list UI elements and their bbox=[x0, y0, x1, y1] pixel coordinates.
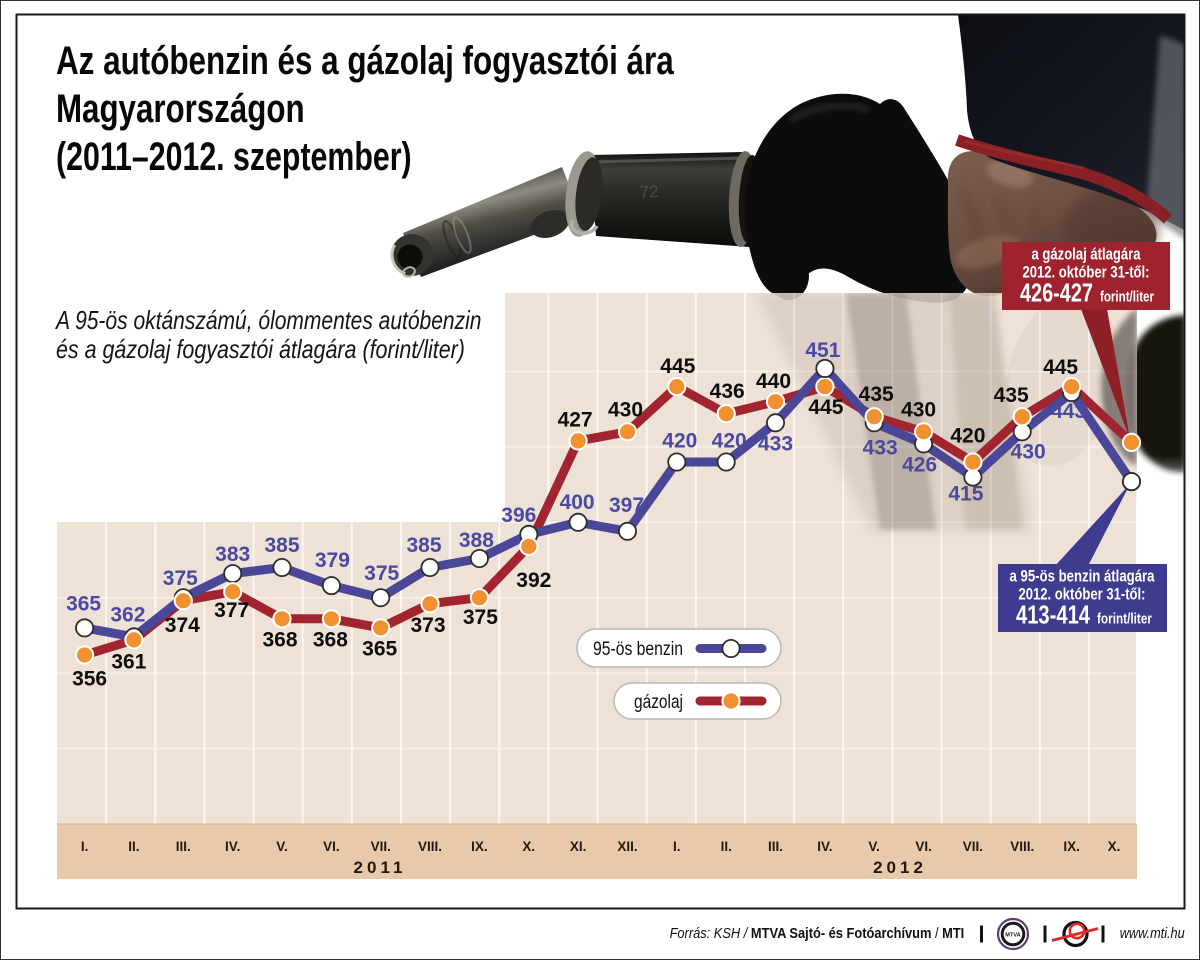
svg-text:II.: II. bbox=[128, 839, 139, 854]
svg-text:375: 375 bbox=[364, 562, 399, 585]
svg-text:420: 420 bbox=[662, 430, 697, 453]
svg-text:95-ös benzin: 95-ös benzin bbox=[593, 639, 683, 660]
svg-text:VIII.: VIII. bbox=[418, 839, 442, 854]
svg-text:433: 433 bbox=[758, 432, 793, 455]
svg-text:374: 374 bbox=[165, 614, 200, 637]
svg-text:377: 377 bbox=[214, 599, 249, 622]
svg-text:356: 356 bbox=[72, 668, 107, 691]
svg-text:388: 388 bbox=[459, 529, 494, 552]
svg-text:2012: 2012 bbox=[873, 858, 927, 877]
svg-text:368: 368 bbox=[313, 628, 348, 651]
svg-text:III.: III. bbox=[176, 839, 191, 854]
svg-text:383: 383 bbox=[215, 543, 250, 566]
svg-text:440: 440 bbox=[756, 370, 791, 393]
svg-text:415: 415 bbox=[948, 483, 983, 506]
svg-text:436: 436 bbox=[710, 380, 745, 403]
svg-text:VIII.: VIII. bbox=[1010, 839, 1034, 854]
svg-text:X.: X. bbox=[1108, 839, 1121, 854]
svg-text:435: 435 bbox=[859, 383, 894, 406]
svg-text:400: 400 bbox=[560, 491, 595, 514]
svg-text:365: 365 bbox=[66, 592, 101, 615]
svg-text:MTVA: MTVA bbox=[1005, 933, 1020, 939]
svg-text:385: 385 bbox=[406, 534, 441, 557]
svg-text:IV.: IV. bbox=[817, 839, 832, 854]
svg-text:forint/liter: forint/liter bbox=[1097, 611, 1152, 628]
svg-text:V.: V. bbox=[868, 839, 880, 854]
svg-text:375: 375 bbox=[163, 567, 198, 590]
svg-text:361: 361 bbox=[111, 650, 146, 673]
svg-text:I.: I. bbox=[673, 839, 681, 854]
svg-text:430: 430 bbox=[1011, 440, 1046, 463]
svg-text:I.: I. bbox=[81, 839, 89, 854]
svg-text:451: 451 bbox=[805, 339, 840, 362]
svg-text:2012. október 31-től:: 2012. október 31-től: bbox=[1019, 586, 1146, 604]
svg-text:445: 445 bbox=[1043, 356, 1078, 379]
svg-text:396: 396 bbox=[501, 504, 536, 527]
svg-text:gázolaj: gázolaj bbox=[634, 692, 683, 713]
svg-text:362: 362 bbox=[110, 603, 145, 626]
svg-text:VI.: VI. bbox=[915, 839, 932, 854]
svg-text:a 95-ös benzin átlagára: a 95-ös benzin átlagára bbox=[1010, 568, 1156, 586]
svg-text:392: 392 bbox=[516, 569, 551, 592]
svg-text:413-414: 413-414 bbox=[1016, 600, 1090, 630]
svg-text:365: 365 bbox=[362, 637, 397, 660]
svg-text:397: 397 bbox=[609, 494, 644, 517]
svg-text:IX.: IX. bbox=[471, 839, 488, 854]
svg-text:430: 430 bbox=[901, 398, 936, 421]
svg-text:X.: X. bbox=[522, 839, 535, 854]
svg-text:III.: III. bbox=[768, 839, 783, 854]
svg-text:a gázolaj átlagára: a gázolaj átlagára bbox=[1032, 246, 1142, 264]
svg-text:420: 420 bbox=[950, 425, 985, 448]
svg-text:426: 426 bbox=[902, 453, 937, 476]
svg-text:VII.: VII. bbox=[371, 839, 391, 854]
svg-text:426-427: 426-427 bbox=[1020, 278, 1093, 308]
svg-text:2011: 2011 bbox=[354, 858, 407, 877]
svg-text:443: 443 bbox=[1051, 400, 1086, 423]
svg-text:379: 379 bbox=[315, 549, 350, 572]
svg-text:445: 445 bbox=[808, 396, 843, 419]
svg-text:XI.: XI. bbox=[570, 839, 587, 854]
svg-text:385: 385 bbox=[264, 534, 299, 557]
svg-text:435: 435 bbox=[994, 384, 1029, 407]
svg-text:IX.: IX. bbox=[1063, 839, 1080, 854]
svg-text:VI.: VI. bbox=[323, 839, 340, 854]
svg-text:2012. október 31-től:: 2012. október 31-től: bbox=[1023, 264, 1150, 282]
svg-text:V.: V. bbox=[276, 839, 288, 854]
svg-text:forint/liter: forint/liter bbox=[1100, 289, 1154, 306]
svg-text:445: 445 bbox=[660, 355, 695, 378]
svg-text:II.: II. bbox=[721, 839, 732, 854]
svg-text:368: 368 bbox=[262, 628, 297, 651]
svg-text:427: 427 bbox=[558, 408, 593, 431]
svg-text:433: 433 bbox=[863, 436, 898, 459]
svg-text:IV.: IV. bbox=[225, 839, 240, 854]
svg-text:430: 430 bbox=[608, 398, 643, 421]
svg-text:XII.: XII. bbox=[617, 839, 637, 854]
svg-text:VII.: VII. bbox=[963, 839, 983, 854]
svg-text:375: 375 bbox=[463, 606, 498, 629]
svg-text:373: 373 bbox=[410, 614, 445, 637]
svg-text:420: 420 bbox=[712, 430, 747, 453]
